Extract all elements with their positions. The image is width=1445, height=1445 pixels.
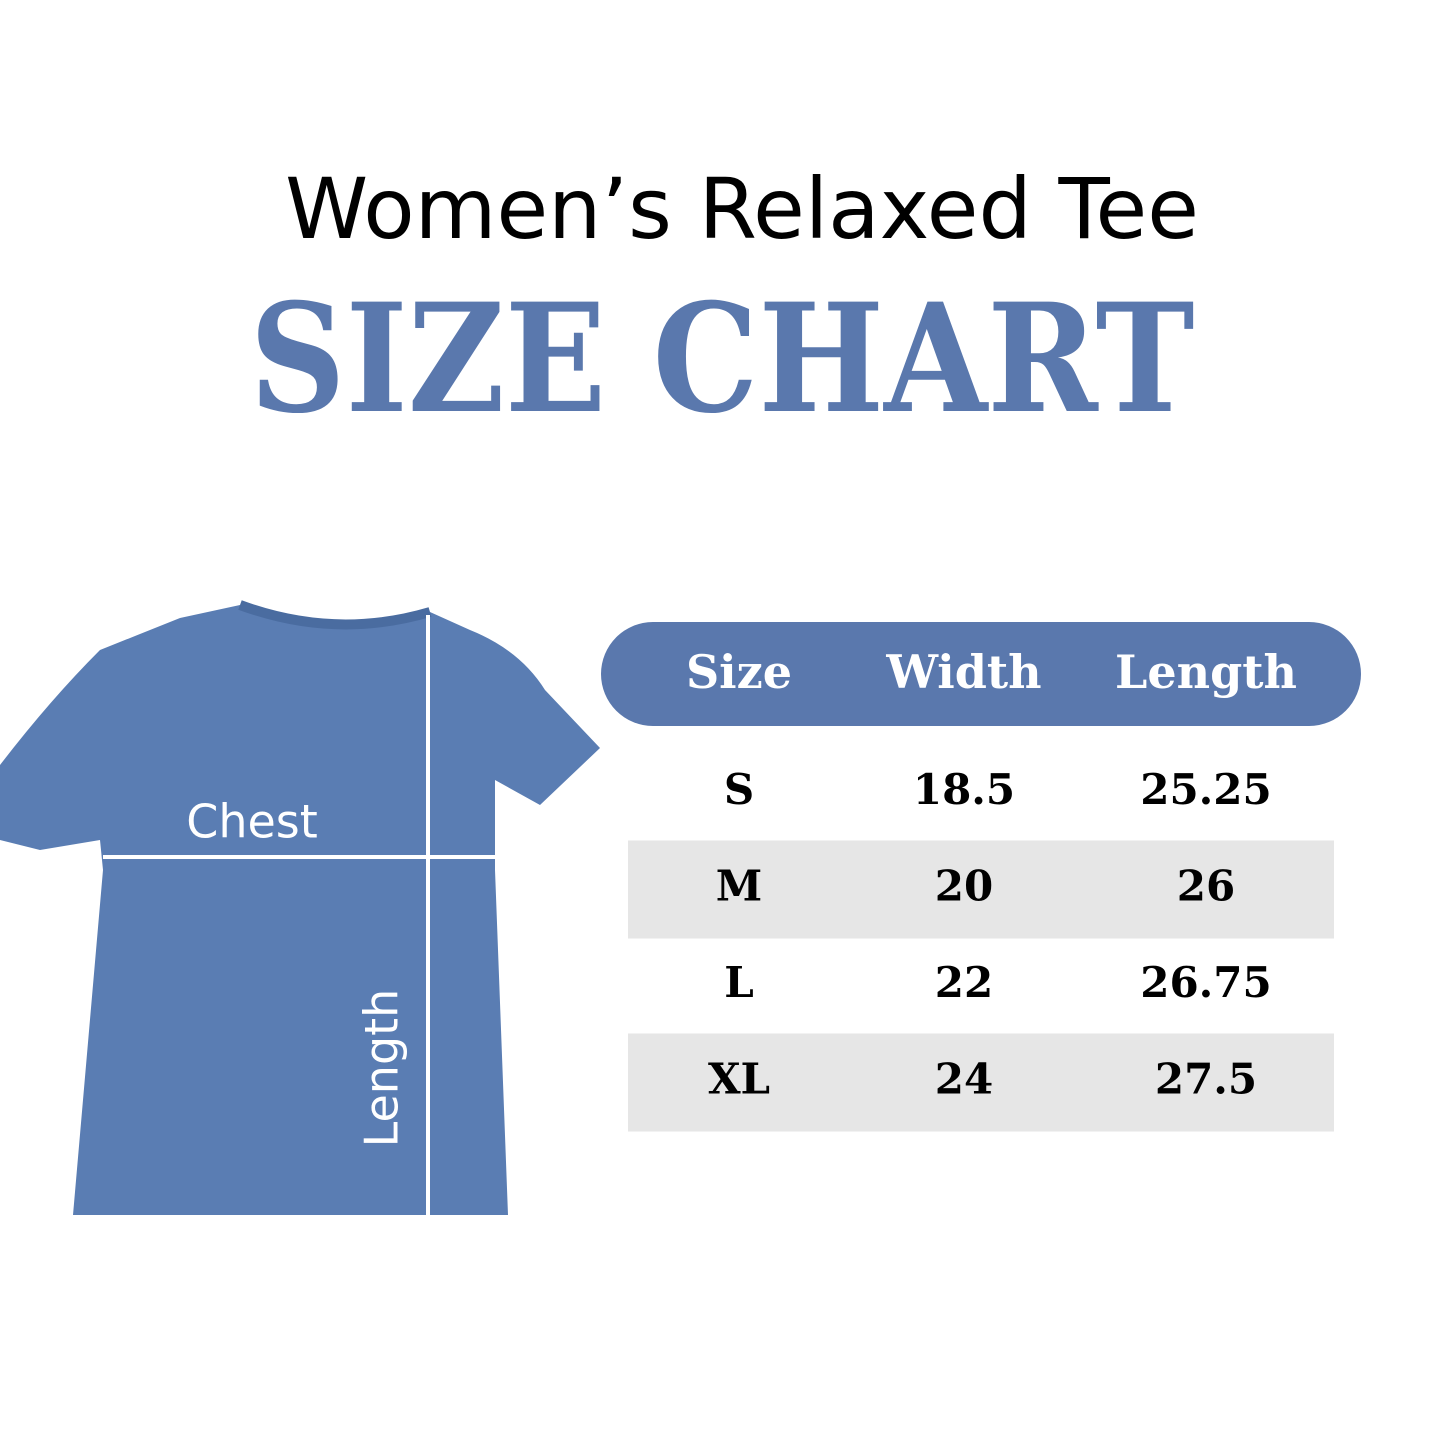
column-header: Length — [1115, 645, 1297, 699]
shirt-body — [0, 605, 600, 1215]
table-cell: 26 — [1177, 862, 1235, 911]
column-header: Width — [885, 645, 1041, 699]
table-cell: XL — [708, 1055, 770, 1104]
length-label: Length — [355, 989, 409, 1148]
collar — [238, 600, 432, 630]
table-cell: 25.25 — [1140, 765, 1272, 814]
shirt: Chest Length — [0, 600, 600, 1215]
column-header: Size — [686, 645, 792, 699]
row-band — [628, 1033, 1334, 1132]
table-cell: M — [716, 862, 763, 911]
title: Women’s Relaxed Tee — [285, 160, 1199, 258]
table-header — [601, 622, 1361, 726]
table-cell: L — [724, 958, 754, 1007]
table-cell: 20 — [935, 862, 993, 911]
table-cell: S — [724, 765, 754, 814]
table-cell: 18.5 — [913, 765, 1015, 814]
table-cell: 24 — [935, 1055, 993, 1104]
size-table: Size Width Length S 18.5 25.25 M 20 26 L 22 26.75 XL… — [601, 622, 1361, 1132]
row-band — [628, 840, 1334, 939]
table-cell: 26.75 — [1140, 958, 1272, 1007]
table-cell: 27.5 — [1155, 1055, 1257, 1104]
table-cell: 22 — [935, 958, 993, 1007]
chest-label: Chest — [186, 795, 318, 849]
subtitle: SIZE CHART — [250, 271, 1195, 447]
